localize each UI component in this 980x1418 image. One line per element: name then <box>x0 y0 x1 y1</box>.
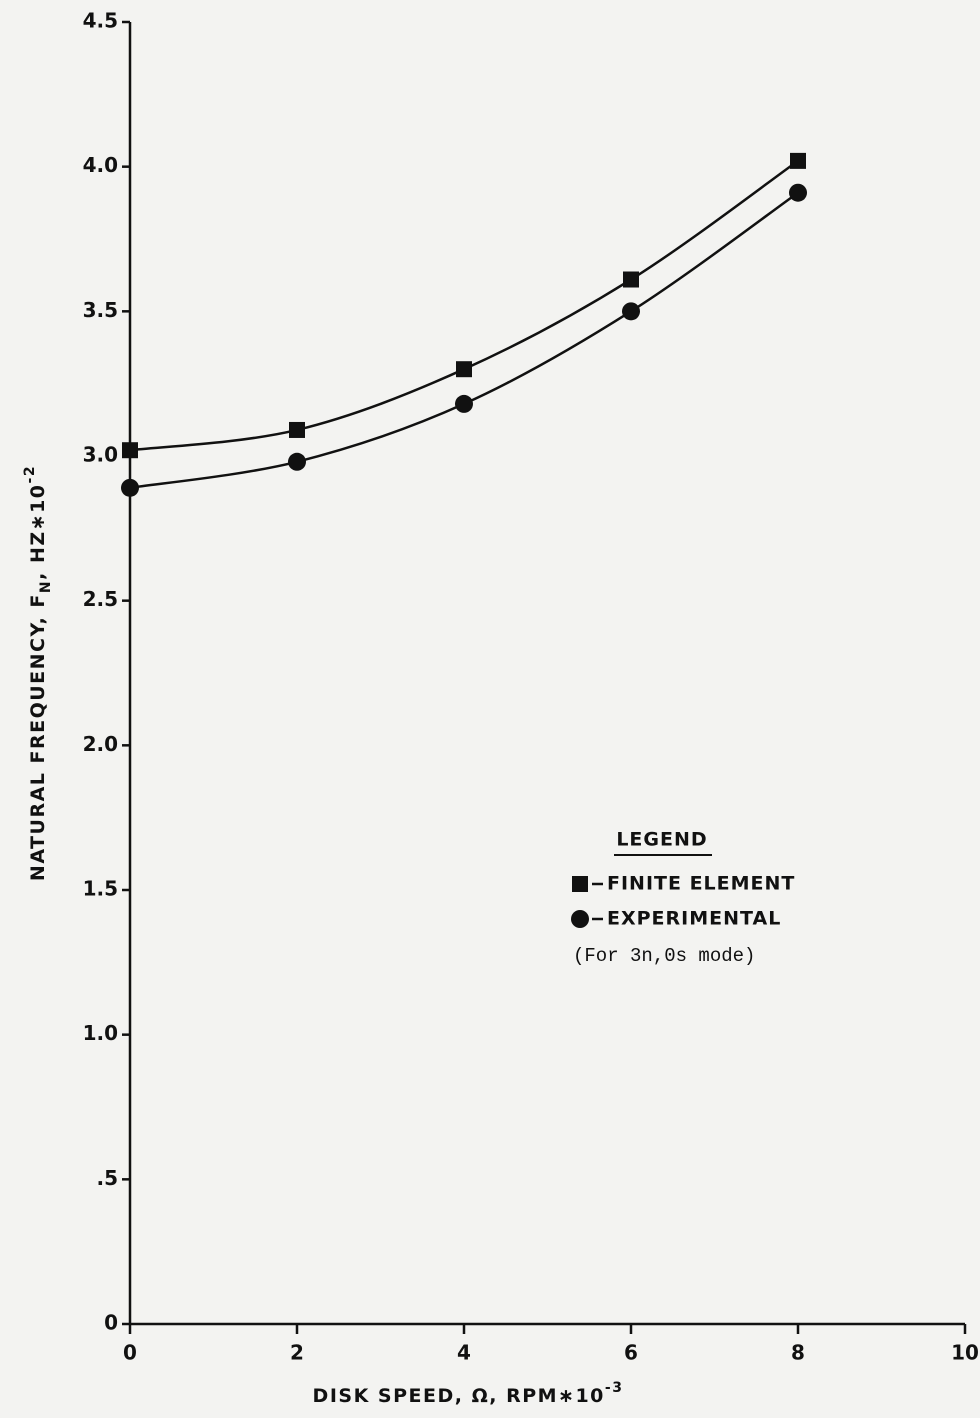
marker <box>623 271 639 288</box>
y-tick-label: 1.5 <box>83 877 118 901</box>
legend-marker <box>572 876 588 892</box>
marker <box>289 421 305 438</box>
legend-title: LEGEND <box>616 829 707 851</box>
x-tick-label: 8 <box>791 1341 805 1365</box>
marker <box>121 478 139 497</box>
marker <box>789 183 807 202</box>
y-tick-label: 1.0 <box>83 1021 118 1045</box>
marker <box>622 302 640 321</box>
x-tick-label: 0 <box>123 1341 137 1365</box>
x-tick-label: 4 <box>457 1341 471 1365</box>
legend-label: FINITE ELEMENT <box>607 873 795 895</box>
label-text: , HZ∗10 <box>27 483 49 579</box>
label-script: -2 <box>22 465 38 484</box>
legend-marker <box>571 910 589 928</box>
label-script: -3 <box>605 1380 624 1396</box>
y-tick-label: .5 <box>96 1166 118 1190</box>
label-text: DISK SPEED, Ω, RPM∗10 <box>313 1385 605 1407</box>
marker <box>122 442 138 459</box>
label-script: N <box>38 580 54 593</box>
marker <box>288 452 306 471</box>
y-tick-label: 4.5 <box>83 9 118 33</box>
legend-note: (For 3n,0s mode) <box>573 945 755 967</box>
y-tick-label: 4.0 <box>83 153 118 177</box>
marker <box>790 152 806 169</box>
y-tick-label: 2.0 <box>83 732 118 756</box>
x-axis-label: DISK SPEED, Ω, RPM∗10-3 <box>313 1380 624 1407</box>
y-axis-label: NATURAL FREQUENCY, FN, HZ∗10-2 <box>22 465 54 881</box>
y-tick-label: 0 <box>104 1311 118 1335</box>
label-text: NATURAL FREQUENCY, F <box>27 593 49 881</box>
marker <box>455 394 473 413</box>
y-tick-label: 2.5 <box>83 587 118 611</box>
y-tick-label: 3.5 <box>83 298 118 322</box>
x-tick-label: 2 <box>290 1341 304 1365</box>
x-tick-label: 6 <box>624 1341 638 1365</box>
x-tick-label: 10 <box>951 1341 979 1365</box>
legend-label: EXPERIMENTAL <box>607 908 781 930</box>
marker <box>456 361 472 378</box>
y-tick-label: 3.0 <box>83 443 118 467</box>
